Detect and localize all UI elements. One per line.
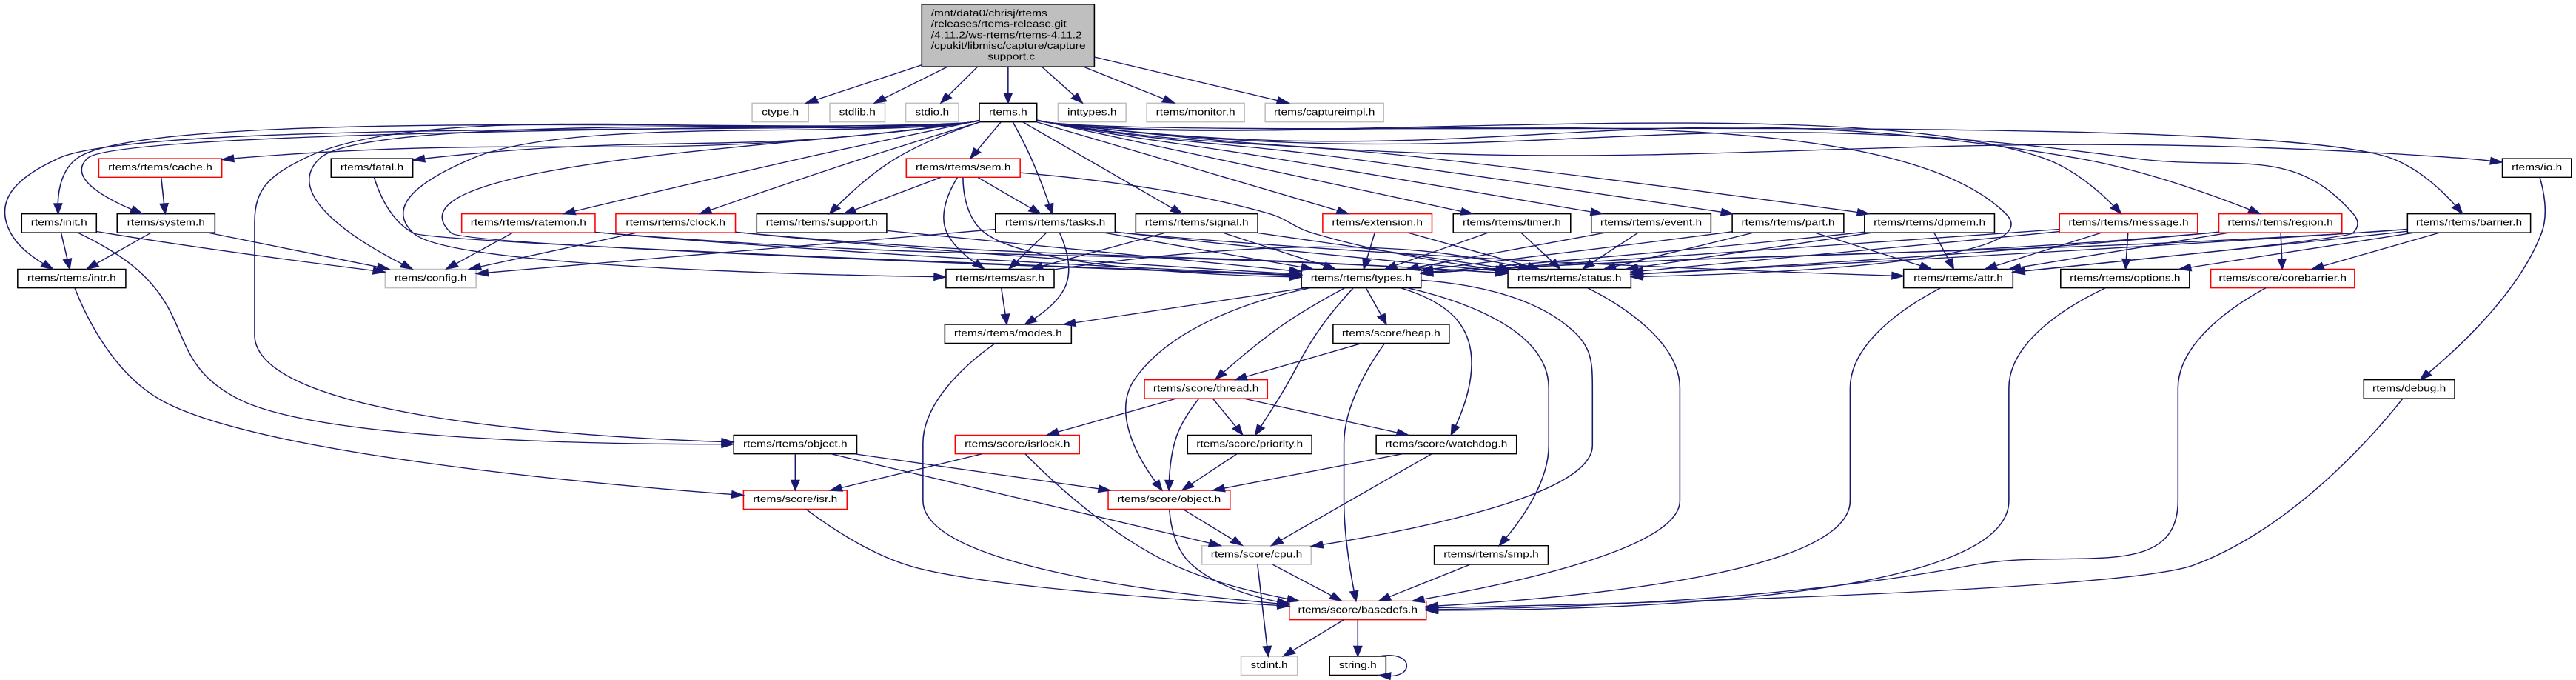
svg-text:ctype.h: ctype.h: [762, 107, 799, 118]
svg-text:rtems/rtems/sem.h: rtems/rtems/sem.h: [916, 162, 1011, 173]
svg-text:rtems/rtems/barrier.h: rtems/rtems/barrier.h: [2416, 218, 2522, 229]
svg-text:rtems/rtems/attr.h: rtems/rtems/attr.h: [1913, 273, 2003, 284]
svg-text:rtems/rtems/timer.h: rtems/rtems/timer.h: [1463, 218, 1561, 229]
svg-text:rtems/rtems/signal.h: rtems/rtems/signal.h: [1145, 218, 1249, 229]
svg-text:_support.c: _support.c: [981, 52, 1036, 63]
svg-text:rtems/rtems/options.h: rtems/rtems/options.h: [2070, 273, 2180, 284]
svg-text:rtems/rtems/modes.h: rtems/rtems/modes.h: [954, 328, 1062, 339]
svg-text:rtems/captureimpl.h: rtems/captureimpl.h: [1274, 107, 1375, 118]
svg-text:rtems/rtems/smp.h: rtems/rtems/smp.h: [1443, 550, 1539, 561]
svg-text:stdlib.h: stdlib.h: [839, 107, 876, 118]
svg-text:rtems/rtems/intr.h: rtems/rtems/intr.h: [27, 273, 116, 284]
svg-text:rtems/monitor.h: rtems/monitor.h: [1156, 107, 1235, 118]
svg-text:rtems/score/isrlock.h: rtems/score/isrlock.h: [965, 439, 1070, 450]
svg-text:rtems/rtems/part.h: rtems/rtems/part.h: [1741, 218, 1834, 229]
svg-text:/cpukit/libmisc/capture/captur: /cpukit/libmisc/capture/capture: [931, 41, 1086, 52]
svg-text:stdio.h: stdio.h: [915, 107, 949, 118]
svg-text:rtems/score/watchdog.h: rtems/score/watchdog.h: [1386, 439, 1508, 450]
svg-text:rtems/rtems/object.h: rtems/rtems/object.h: [743, 439, 848, 450]
svg-text:rtems/init.h: rtems/init.h: [31, 218, 87, 229]
svg-text:rtems/rtems/dpmem.h: rtems/rtems/dpmem.h: [1874, 218, 1985, 229]
svg-text:rtems/debug.h: rtems/debug.h: [2372, 384, 2446, 395]
svg-text:rtems/extension.h: rtems/extension.h: [1332, 218, 1423, 229]
svg-text:rtems/rtems/status.h: rtems/rtems/status.h: [1517, 273, 1622, 284]
svg-text:rtems/config.h: rtems/config.h: [395, 273, 467, 284]
svg-text:rtems/score/basedefs.h: rtems/score/basedefs.h: [1298, 604, 1418, 616]
svg-text:rtems.h: rtems.h: [989, 107, 1027, 118]
svg-text:inttypes.h: inttypes.h: [1067, 107, 1116, 118]
svg-text:rtems/rtems/region.h: rtems/rtems/region.h: [2227, 218, 2332, 229]
svg-text:rtems/score/heap.h: rtems/score/heap.h: [1342, 328, 1440, 339]
svg-text:rtems/score/thread.h: rtems/score/thread.h: [1153, 384, 1258, 395]
svg-text:rtems/system.h: rtems/system.h: [127, 218, 205, 229]
svg-text:rtems/rtems/message.h: rtems/rtems/message.h: [2068, 218, 2188, 229]
svg-text:rtems/score/corebarrier.h: rtems/score/corebarrier.h: [2218, 273, 2347, 284]
svg-text:rtems/rtems/clock.h: rtems/rtems/clock.h: [625, 218, 725, 229]
svg-text:rtems/rtems/types.h: rtems/rtems/types.h: [1311, 273, 1412, 284]
svg-text:rtems/io.h: rtems/io.h: [2512, 162, 2562, 173]
svg-text:/releases/rtems-release.git: /releases/rtems-release.git: [931, 19, 1067, 30]
svg-text:rtems/rtems/asr.h: rtems/rtems/asr.h: [956, 273, 1044, 284]
svg-text:rtems/rtems/support.h: rtems/rtems/support.h: [766, 218, 878, 229]
svg-text:rtems/score/priority.h: rtems/score/priority.h: [1196, 439, 1303, 450]
svg-text:rtems/fatal.h: rtems/fatal.h: [341, 162, 403, 173]
svg-text:rtems/rtems/tasks.h: rtems/rtems/tasks.h: [1005, 218, 1105, 229]
svg-text:rtems/rtems/ratemon.h: rtems/rtems/ratemon.h: [471, 218, 586, 229]
svg-text:rtems/score/object.h: rtems/score/object.h: [1117, 494, 1221, 505]
svg-text:/4.11.2/ws-rtems/rtems-4.11.2: /4.11.2/ws-rtems/rtems-4.11.2: [931, 30, 1082, 41]
svg-text:/mnt/data0/chrisj/rtems: /mnt/data0/chrisj/rtems: [931, 8, 1047, 19]
svg-text:stdint.h: stdint.h: [1251, 660, 1288, 671]
svg-text:rtems/rtems/cache.h: rtems/rtems/cache.h: [108, 162, 212, 173]
svg-text:rtems/score/cpu.h: rtems/score/cpu.h: [1211, 550, 1302, 561]
svg-text:rtems/score/isr.h: rtems/score/isr.h: [753, 494, 837, 505]
svg-text:rtems/rtems/event.h: rtems/rtems/event.h: [1600, 218, 1702, 229]
svg-text:string.h: string.h: [1339, 660, 1377, 671]
